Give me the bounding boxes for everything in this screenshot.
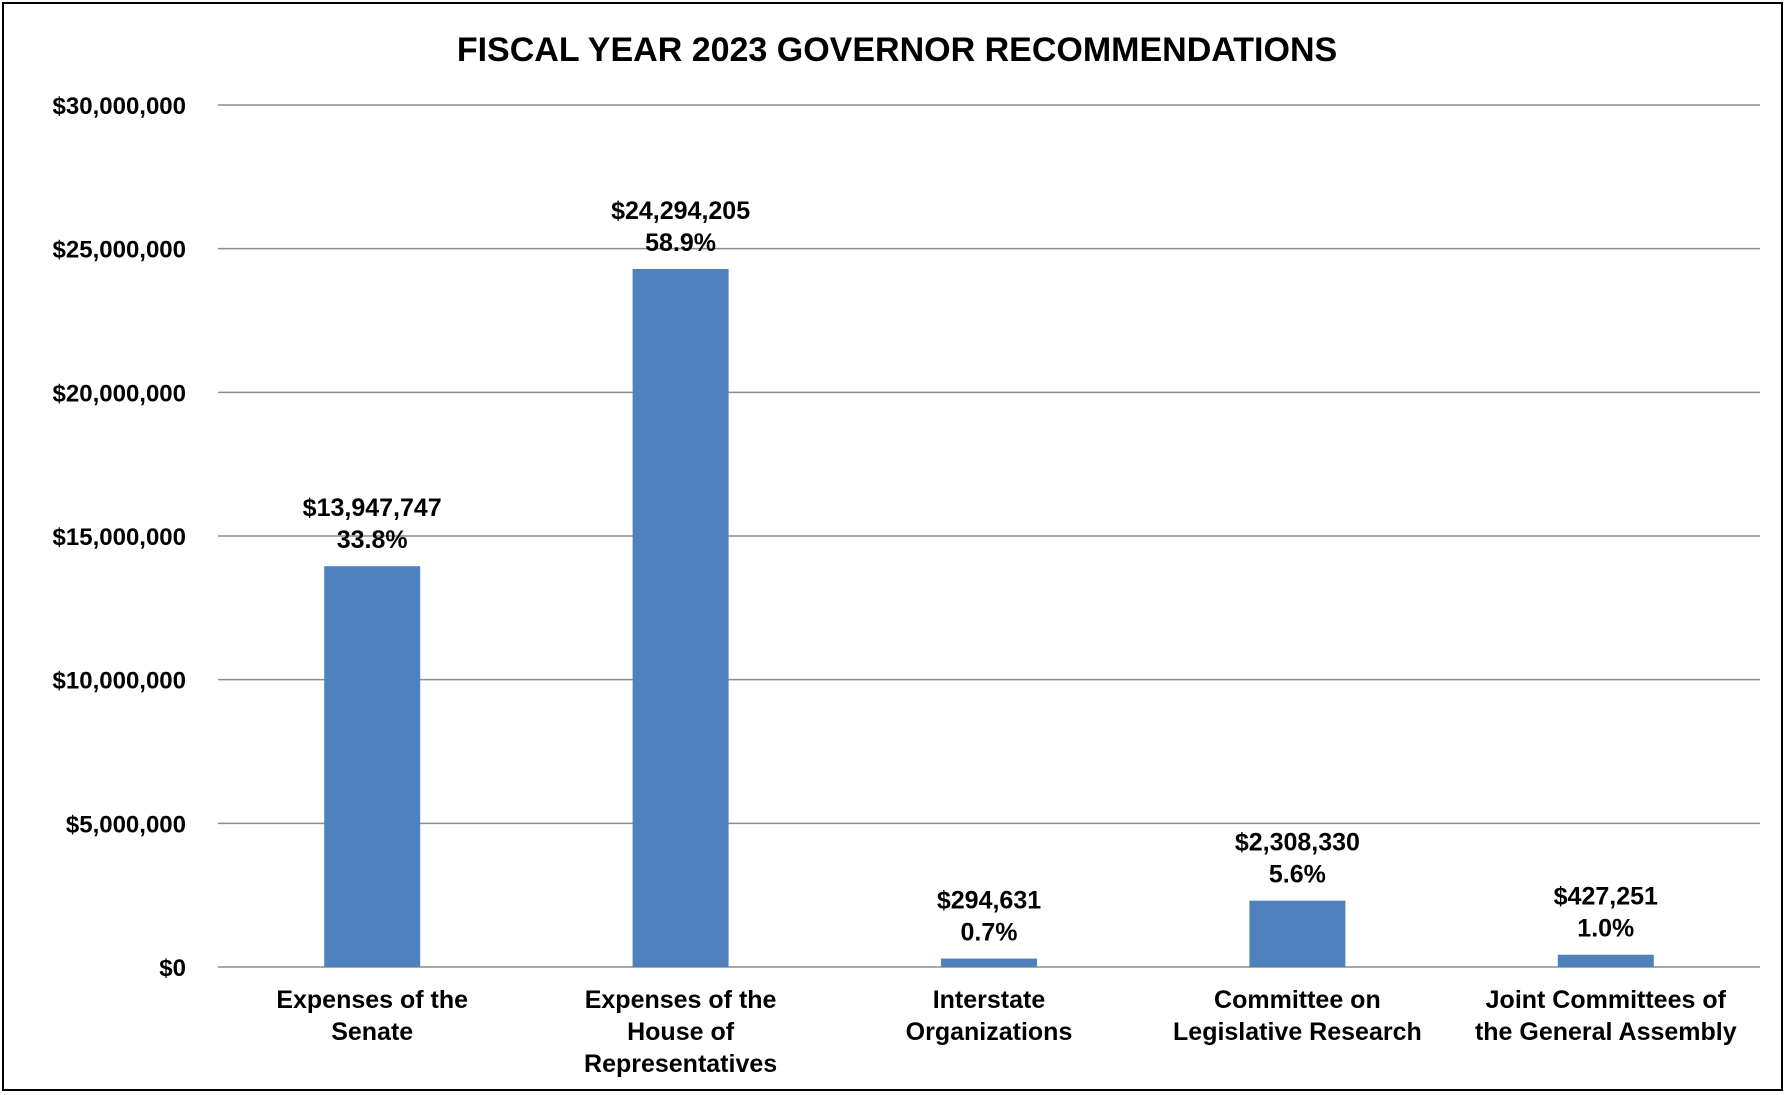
bar-value-label: $427,251 [1554,883,1658,911]
x-axis-ticks: Expenses of the Senate Expenses of the Hous… [276,986,1736,1078]
data-labels: $13,947,747 33.8% $24,294,205 58.9% $294,631… [303,197,1658,947]
x-tick-label: Committee on [1214,986,1381,1014]
y-tick-label: $5,000,000 [66,811,186,838]
x-tick-label: the General Assembly [1475,1018,1737,1046]
x-tick-label: Organizations [906,1018,1073,1046]
bar [1557,954,1654,967]
bar [632,268,729,967]
bars [324,268,1654,967]
x-tick-label: Representatives [584,1050,777,1078]
y-tick-label: $30,000,000 [53,93,186,120]
bar-percent-label: 5.6% [1269,861,1326,889]
y-axis-ticks: $0 $5,000,000 $10,000,000 $15,000,000 $20,00… [53,93,186,982]
x-tick-label: Senate [331,1018,413,1046]
x-tick-label: House of [627,1018,735,1046]
y-tick-label: $0 [159,955,186,982]
y-tick-label: $25,000,000 [53,237,186,264]
bar [324,566,421,967]
bar-percent-label: 58.9% [645,229,716,257]
x-tick-label: Legislative Research [1173,1018,1422,1046]
bar-value-label: $2,308,330 [1235,829,1360,857]
x-tick-label: Joint Committees of [1486,986,1727,1014]
bar-value-label: $13,947,747 [303,494,442,522]
y-tick-label: $20,000,000 [53,380,186,407]
x-tick-label: Expenses of the [585,986,777,1014]
y-tick-label: $15,000,000 [53,524,186,551]
gridlines [218,104,1760,968]
x-tick-label: Expenses of the [276,986,468,1014]
chart-title: FISCAL YEAR 2023 GOVERNOR RECOMMENDATION… [457,31,1337,69]
bar-percent-label: 1.0% [1577,915,1634,943]
bar-percent-label: 0.7% [961,919,1018,947]
x-tick-label: Interstate [933,986,1046,1014]
bar [1249,900,1346,967]
bar [941,958,1037,967]
bar-value-label: $294,631 [937,887,1041,915]
bar-percent-label: 33.8% [337,526,408,554]
bar-value-label: $24,294,205 [611,197,750,225]
y-tick-label: $10,000,000 [53,668,186,695]
